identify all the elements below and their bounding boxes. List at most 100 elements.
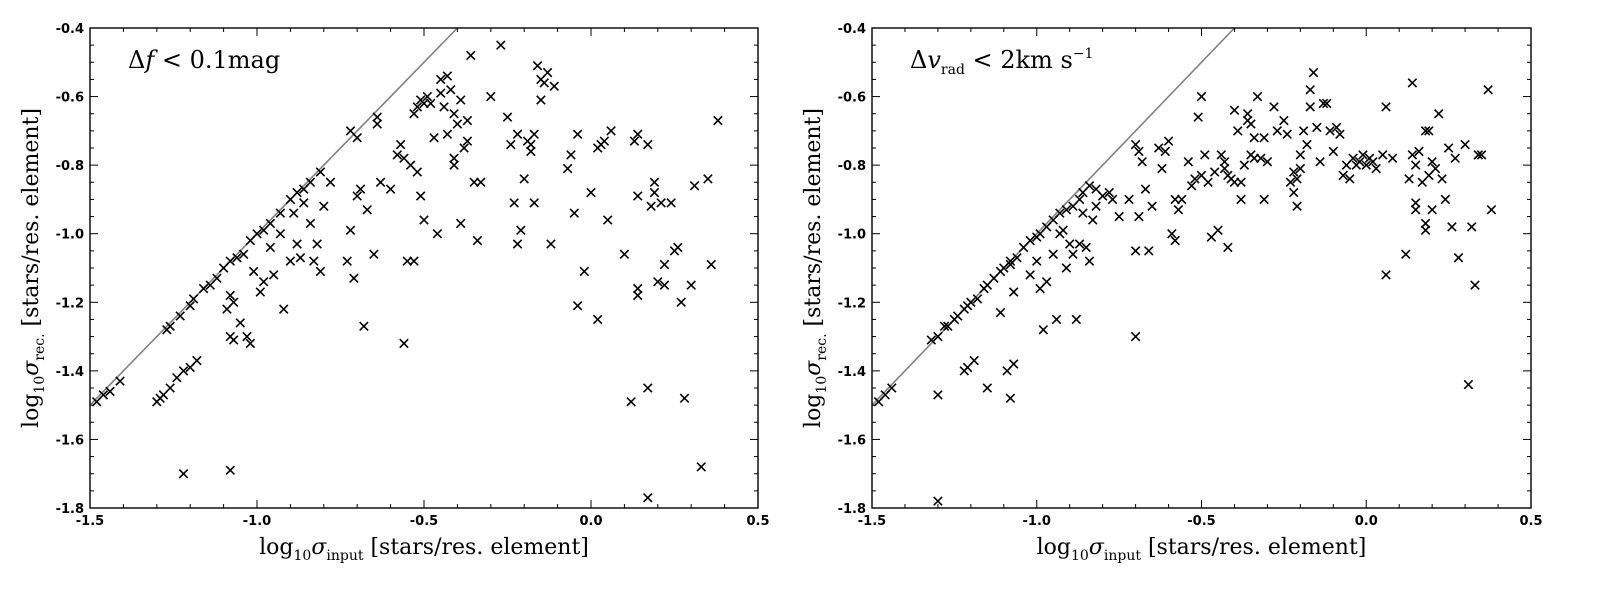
- data-point: [115, 376, 125, 386]
- data-point: [1186, 180, 1197, 191]
- data-point: [309, 256, 319, 266]
- data-point: [653, 276, 663, 287]
- data-point: [1091, 201, 1101, 212]
- data-point: [455, 95, 466, 105]
- data-point: [649, 177, 660, 188]
- data-point: [526, 146, 536, 157]
- data-point: [435, 88, 446, 98]
- data-point: [165, 383, 175, 393]
- data-point: [1104, 187, 1115, 198]
- data-point: [1272, 126, 1283, 136]
- data-point: [1308, 67, 1319, 78]
- x-tick-label: -1.0: [243, 514, 271, 529]
- x-tick-label: 0.5: [746, 514, 769, 529]
- data-point: [435, 74, 446, 85]
- data-point: [995, 307, 1006, 318]
- data-point: [1219, 163, 1230, 174]
- data-point: [372, 112, 383, 122]
- y-tick-label: -0.4: [838, 22, 866, 37]
- data-point: [319, 201, 329, 212]
- data-point: [1371, 163, 1381, 174]
- data-point: [349, 273, 359, 284]
- data-point: [409, 256, 419, 266]
- data-point: [569, 208, 580, 218]
- data-point: [375, 177, 386, 188]
- data-point: [933, 390, 943, 400]
- data-point: [1354, 156, 1365, 167]
- data-point: [1288, 167, 1299, 177]
- data-point: [315, 266, 326, 277]
- data-point: [1302, 139, 1312, 150]
- data-point: [178, 468, 189, 479]
- x-tick-label: -1.5: [76, 514, 104, 529]
- data-point: [352, 132, 362, 143]
- data-point: [248, 266, 259, 277]
- data-point: [185, 300, 195, 311]
- data-point: [359, 321, 369, 332]
- data-point: [1058, 225, 1068, 236]
- data-point: [1084, 180, 1095, 191]
- x-axis-label: log10σinput [stars/res. element]: [1037, 535, 1367, 564]
- data-point: [713, 115, 723, 126]
- data-point: [198, 283, 209, 294]
- y-tick-label: -1.2: [838, 296, 866, 311]
- data-point: [1443, 143, 1454, 153]
- data-point: [1005, 256, 1016, 266]
- identity-reference-line: [872, 28, 1236, 406]
- x-tick-label: 0.5: [1519, 514, 1542, 529]
- data-point: [1061, 204, 1072, 215]
- data-point: [1196, 91, 1207, 102]
- data-point: [472, 235, 483, 246]
- data-point: [1160, 146, 1171, 157]
- data-point: [1157, 163, 1167, 174]
- data-point: [516, 225, 526, 236]
- data-point: [1061, 263, 1072, 273]
- data-point: [192, 355, 202, 366]
- data-point: [926, 335, 937, 345]
- data-point: [422, 91, 433, 102]
- data-point: [298, 198, 309, 208]
- data-point: [1229, 105, 1240, 116]
- x-tick-label: -1.0: [1023, 514, 1051, 529]
- data-point: [465, 50, 476, 61]
- y-tick-label: -0.8: [838, 159, 866, 174]
- data-point: [1377, 150, 1388, 160]
- data-point: [1252, 91, 1263, 102]
- data-point: [432, 228, 443, 239]
- data-point: [1401, 249, 1411, 260]
- data-point: [1407, 150, 1418, 160]
- data-point: [532, 60, 543, 71]
- data-point: [1130, 331, 1141, 342]
- data-point: [1298, 126, 1309, 136]
- data-point: [676, 297, 686, 308]
- data-point: [1219, 156, 1230, 167]
- y-tick-label: -1.4: [838, 365, 866, 380]
- data-point: [512, 129, 523, 140]
- data-point: [592, 314, 603, 325]
- data-point: [887, 383, 897, 393]
- data-point: [1038, 324, 1049, 335]
- data-point: [228, 335, 239, 345]
- y-axis-label: log10σrec. [stars/res. element]: [801, 108, 830, 428]
- y-tick-label: -1.8: [838, 502, 866, 517]
- data-point: [703, 174, 713, 184]
- data-point: [1288, 187, 1299, 198]
- data-point: [449, 153, 459, 164]
- data-point: [1292, 174, 1302, 184]
- data-point: [1163, 136, 1174, 146]
- data-point: [165, 321, 175, 332]
- data-point: [966, 297, 976, 308]
- data-point: [1193, 112, 1203, 122]
- data-point: [1410, 198, 1421, 208]
- data-point: [275, 208, 286, 218]
- data-point: [1315, 156, 1325, 167]
- data-point: [1427, 204, 1437, 215]
- data-point: [1292, 201, 1302, 212]
- data-point: [1183, 156, 1194, 167]
- y-tick-label: -1.2: [56, 296, 84, 311]
- data-point: [1430, 163, 1441, 174]
- data-point: [419, 215, 429, 225]
- y-tick-label: -0.6: [56, 91, 84, 106]
- data-point: [1074, 194, 1085, 205]
- data-point: [1328, 146, 1339, 157]
